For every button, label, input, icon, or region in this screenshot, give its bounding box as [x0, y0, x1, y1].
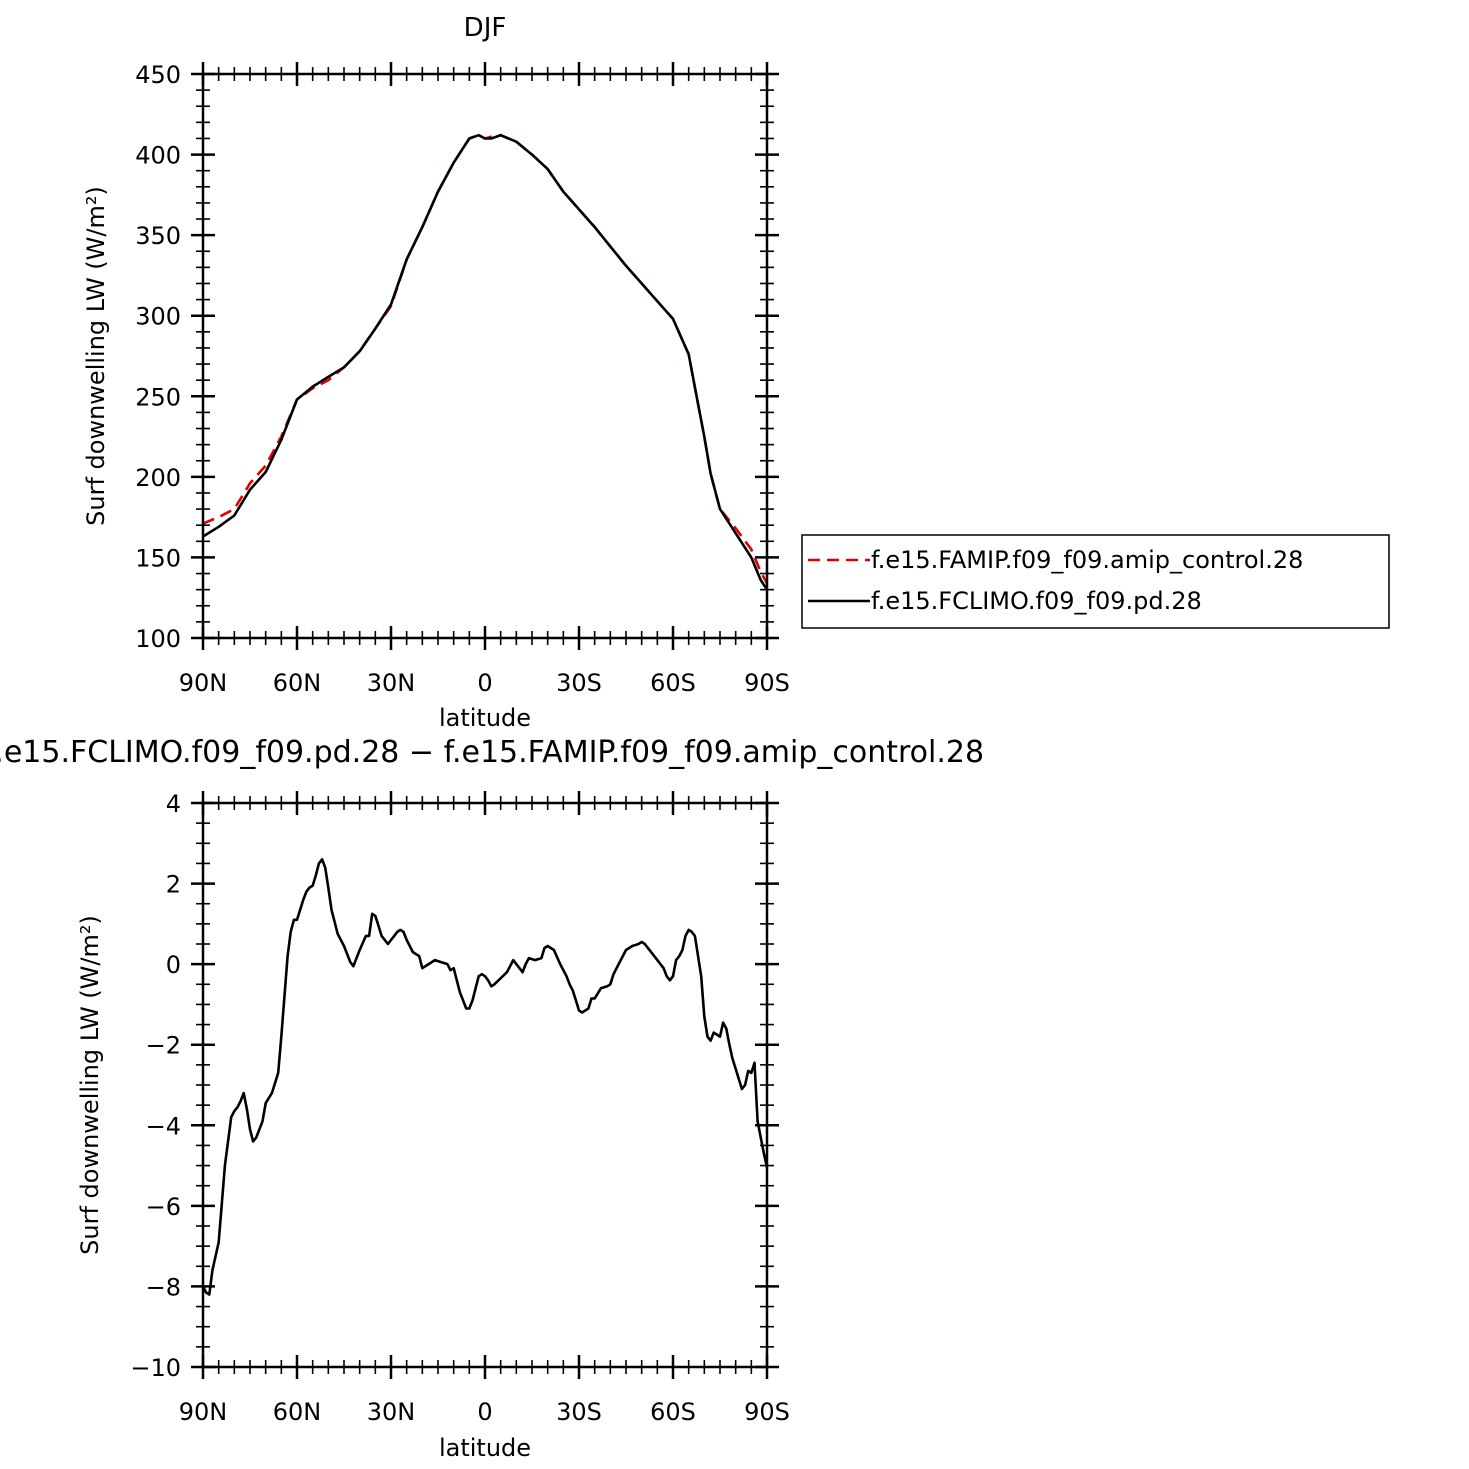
x-tick-label: 60S [650, 1398, 696, 1426]
plot-frame [201, 801, 769, 1369]
x-tick-label: 60N [273, 669, 322, 697]
y-tick-label: −4 [146, 1112, 181, 1140]
panel-title: f.e15.FCLIMO.f09_f09.pd.28 − f.e15.FAMIP… [0, 735, 984, 770]
axis-ticks [191, 62, 779, 650]
legend-label-famip: f.e15.FAMIP.f09_f09.amip_control.28 [871, 546, 1303, 574]
x-tick-labels: 90N 60N 30N 0 30S 60S 90S [179, 1398, 790, 1426]
panel-difference: f.e15.FCLIMO.f09_f09.pd.28 − f.e15.FAMIP… [0, 735, 984, 1462]
y-tick-label: 2 [166, 871, 181, 899]
x-tick-label: 60S [650, 669, 696, 697]
x-tick-label: 0 [477, 669, 492, 697]
y-tick-label: 150 [135, 544, 181, 572]
x-tick-label: 60N [273, 1398, 322, 1426]
y-tick-label: 400 [135, 142, 181, 170]
y-tick-label: −8 [146, 1273, 181, 1301]
y-tick-label: 100 [135, 625, 181, 653]
series-line-famip [202, 133, 769, 584]
x-tick-label: 0 [477, 1398, 492, 1426]
y-tick-label: 450 [135, 61, 181, 89]
y-axis-label: Surf downwelling LW (W/m²) [76, 915, 104, 1255]
y-axis-label: Surf downwelling LW (W/m²) [82, 186, 110, 526]
y-tick-label: 0 [166, 951, 181, 979]
series-line-difference [201, 858, 769, 1296]
panel-djf: DJF 100 150 200 250 300 350 400 450 90N 60N 30N 0 3… [82, 13, 790, 732]
series-group [201, 858, 769, 1296]
series-group [202, 133, 769, 591]
legend: f.e15.FAMIP.f09_f09.amip_control.28 f.e1… [801, 534, 1390, 629]
y-tick-label: 350 [135, 222, 181, 250]
axis-ticks [191, 791, 779, 1379]
x-tick-label: 30N [367, 1398, 416, 1426]
x-tick-label: 90N [179, 669, 228, 697]
y-tick-label: 250 [135, 383, 181, 411]
y-tick-label: −6 [146, 1193, 181, 1221]
y-tick-labels: −10 −8 −6 −4 −2 0 2 4 [130, 790, 181, 1382]
legend-box [801, 534, 1390, 629]
y-tick-label: 4 [166, 790, 181, 818]
x-axis-label: latitude [439, 704, 531, 732]
x-tick-label: 90S [744, 1398, 790, 1426]
x-tick-label: 90S [744, 669, 790, 697]
x-tick-labels: 90N 60N 30N 0 30S 60S 90S [179, 669, 790, 697]
x-tick-label: 30S [556, 1398, 602, 1426]
x-tick-label: 90N [179, 1398, 228, 1426]
panel-title: DJF [464, 13, 507, 43]
y-tick-label: 200 [135, 464, 181, 492]
legend-label-fclimo: f.e15.FCLIMO.f09_f09.pd.28 [871, 587, 1202, 615]
y-tick-label: 300 [135, 303, 181, 331]
y-tick-labels: 100 150 200 250 300 350 400 450 [135, 61, 181, 653]
plot-frame [201, 72, 769, 640]
x-axis-label: latitude [439, 1434, 531, 1462]
series-line-fclimo [202, 133, 769, 591]
x-tick-label: 30N [367, 669, 416, 697]
y-tick-label: −2 [146, 1032, 181, 1060]
x-tick-label: 30S [556, 669, 602, 697]
y-tick-label: −10 [130, 1354, 181, 1382]
